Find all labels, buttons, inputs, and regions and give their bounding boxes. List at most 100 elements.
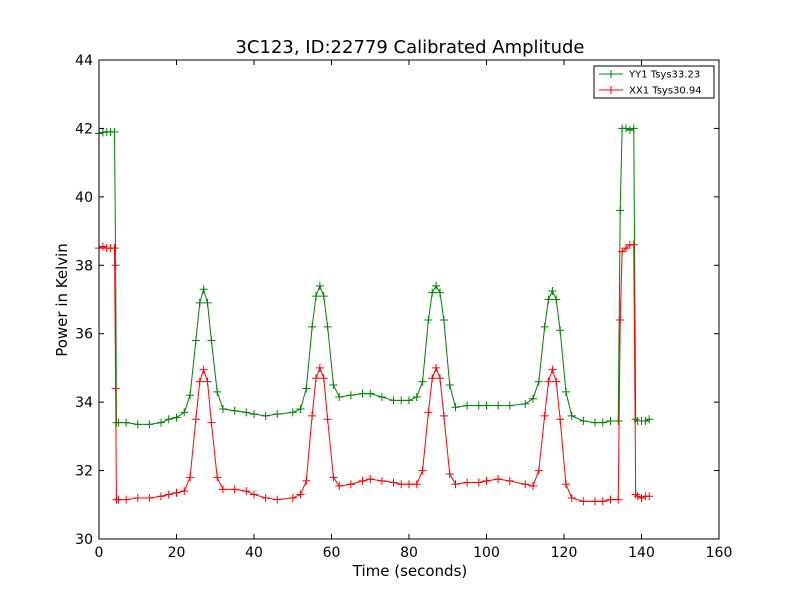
data-point xyxy=(315,363,324,372)
data-point xyxy=(110,127,119,136)
chart-title: 3C123, ID:22779 Calibrated Amplitude xyxy=(235,37,584,58)
data-point xyxy=(641,416,650,425)
legend-label-xx1: XX1 Tsys30.94 xyxy=(629,86,702,97)
data-point xyxy=(567,493,576,502)
data-point xyxy=(273,495,282,504)
y-tick-label: 30 xyxy=(75,532,93,548)
data-point xyxy=(145,493,154,502)
data-point xyxy=(199,365,208,374)
data-point xyxy=(186,473,195,482)
data-point xyxy=(308,411,317,420)
data-point xyxy=(312,374,320,383)
data-point xyxy=(203,377,212,386)
x-axis-label: Time (seconds) xyxy=(352,562,468,580)
data-point xyxy=(296,490,305,499)
data-point xyxy=(405,396,413,405)
data-point xyxy=(544,295,553,304)
data-point xyxy=(273,410,282,419)
data-point xyxy=(629,124,638,133)
data-point xyxy=(302,384,311,393)
data-point xyxy=(207,418,216,427)
data-point xyxy=(637,493,646,502)
data-point xyxy=(145,420,154,429)
data-point xyxy=(561,480,570,489)
data-point xyxy=(534,466,543,475)
data-point xyxy=(377,393,386,402)
legend-marker-yy1 xyxy=(607,70,615,78)
data-point xyxy=(157,492,165,501)
data-point xyxy=(424,316,433,325)
data-point xyxy=(534,377,543,386)
data-point xyxy=(614,416,623,425)
data-point xyxy=(203,298,212,307)
data-point xyxy=(579,497,588,506)
data-point xyxy=(618,247,627,256)
data-point xyxy=(397,480,406,489)
x-tick-label: 0 xyxy=(95,545,104,561)
data-point xyxy=(463,401,472,410)
data-point xyxy=(418,466,427,475)
data-point xyxy=(598,418,607,427)
data-point xyxy=(195,298,204,307)
data-point xyxy=(319,374,328,383)
data-point xyxy=(591,418,599,427)
x-tick-label: 160 xyxy=(706,545,733,561)
y-tick-label: 32 xyxy=(75,464,93,480)
x-tick-label: 60 xyxy=(323,545,341,561)
data-point xyxy=(505,401,514,410)
data-point xyxy=(250,490,258,499)
data-point xyxy=(598,497,607,506)
data-point xyxy=(335,393,344,402)
data-point xyxy=(548,365,557,374)
data-point xyxy=(567,411,576,420)
legend: YY1 Tsys33.23 XX1 Tsys30.94 xyxy=(593,65,715,99)
data-point xyxy=(645,415,654,424)
data-point xyxy=(195,377,204,386)
data-point xyxy=(111,261,120,270)
data-point xyxy=(428,288,437,297)
y-tick-label: 44 xyxy=(75,53,93,69)
plot-frame xyxy=(98,59,720,540)
data-point xyxy=(631,490,640,499)
data-point xyxy=(308,322,317,331)
data-point xyxy=(432,363,441,372)
data-point xyxy=(616,316,625,325)
data-point xyxy=(98,128,107,137)
data-point xyxy=(606,416,615,425)
data-point xyxy=(405,480,413,489)
ticks-layer: 0 20 40 60 80 100 120 140 160 30 32 34 36 38 40 42 44 xyxy=(75,53,732,561)
data-point xyxy=(631,415,640,424)
data-point xyxy=(521,399,530,408)
data-point xyxy=(312,292,320,301)
data-point xyxy=(157,418,165,427)
legend-marker-xx1 xyxy=(607,86,615,94)
data-point xyxy=(191,336,200,345)
data-point xyxy=(645,492,654,501)
data-point xyxy=(540,322,549,331)
data-point xyxy=(418,377,427,386)
data-point xyxy=(474,478,483,487)
data-point xyxy=(302,476,311,485)
x-tick-label: 80 xyxy=(400,545,418,561)
data-point xyxy=(622,124,630,133)
data-point xyxy=(451,403,460,412)
y-tick-label: 36 xyxy=(75,327,93,343)
data-point xyxy=(323,322,332,331)
data-point xyxy=(494,475,503,484)
x-tick-label: 40 xyxy=(245,545,263,561)
data-point xyxy=(172,488,181,497)
data-point xyxy=(122,418,131,427)
data-point xyxy=(540,411,549,420)
data-point xyxy=(428,374,437,383)
data-point xyxy=(250,410,258,419)
x-tick-label: 100 xyxy=(473,545,500,561)
y-tick-label: 40 xyxy=(75,190,93,206)
data-point xyxy=(180,408,189,417)
data-point xyxy=(358,389,367,398)
data-point xyxy=(629,240,638,249)
data-point xyxy=(98,242,107,251)
data-point xyxy=(261,493,270,502)
y-axis-label: Power in Kelvin xyxy=(53,243,71,357)
